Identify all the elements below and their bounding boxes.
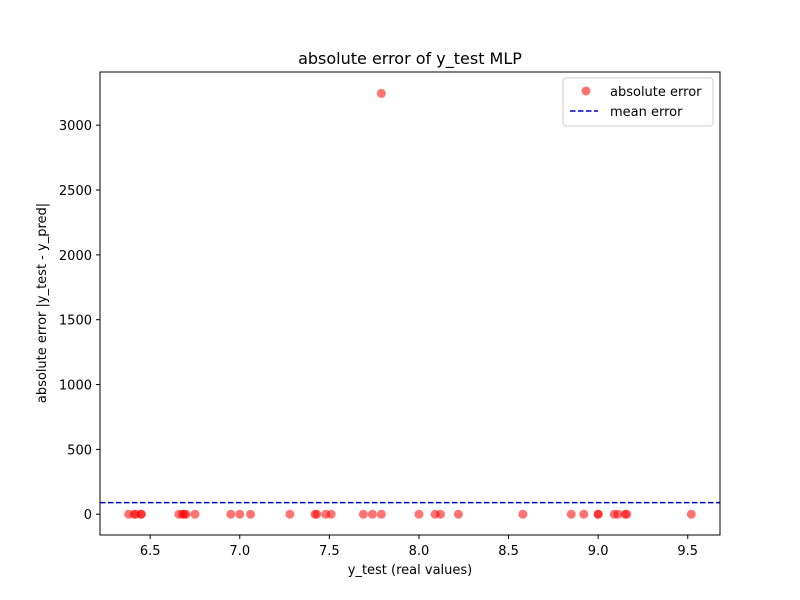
x-axis: 6.5 7.0 7.5 8.0 8.5 9.0 9.5 (140, 535, 698, 559)
legend: absolute error mean error (562, 77, 714, 127)
data-point (593, 509, 603, 519)
data-point (376, 88, 386, 98)
x-tick-label: 7.0 (229, 544, 250, 559)
plot-marks (100, 88, 720, 519)
data-point (435, 509, 445, 519)
data-point (367, 509, 377, 519)
legend-box (562, 77, 714, 127)
data-point (453, 509, 463, 519)
data-point (285, 509, 295, 519)
data-point (246, 509, 256, 519)
legend-marker-absolute-error (581, 86, 591, 96)
y-tick-label: 3000 (59, 119, 92, 134)
data-point (376, 509, 386, 519)
data-point (686, 509, 696, 519)
y-tick-label: 500 (67, 443, 92, 458)
x-tick-label: 8.0 (409, 544, 430, 559)
data-point (518, 509, 528, 519)
data-point (566, 509, 576, 519)
data-point (136, 509, 146, 519)
y-tick-label: 2000 (59, 249, 92, 264)
data-point (190, 509, 200, 519)
legend-label-mean-error: mean error (610, 105, 683, 120)
x-tick-label: 8.5 (498, 544, 519, 559)
y-tick-label: 0 (84, 508, 92, 523)
chart-title: absolute error of y_test MLP (298, 49, 522, 69)
data-point (326, 509, 336, 519)
y-axis-label: absolute error |y_test - y_pred| (35, 203, 50, 403)
x-tick-label: 9.0 (588, 544, 609, 559)
x-tick-label: 6.5 (140, 544, 161, 559)
data-point (312, 509, 322, 519)
plot-frame (99, 71, 721, 536)
data-point (181, 509, 191, 519)
data-point (414, 509, 424, 519)
y-axis: 0 500 1000 1500 2000 2500 3000 (59, 119, 100, 523)
legend-label-absolute-error: absolute error (610, 85, 702, 100)
y-tick-label: 1000 (59, 379, 92, 394)
data-point (358, 509, 368, 519)
data-point (235, 509, 245, 519)
data-point (613, 509, 623, 519)
x-tick-label: 7.5 (319, 544, 340, 559)
x-axis-label: y_test (real values) (348, 563, 472, 578)
data-point (622, 509, 632, 519)
x-tick-label: 9.5 (677, 544, 698, 559)
data-point (226, 509, 236, 519)
data-point (579, 509, 589, 519)
y-tick-label: 1500 (59, 314, 92, 329)
y-tick-label: 2500 (59, 184, 92, 199)
